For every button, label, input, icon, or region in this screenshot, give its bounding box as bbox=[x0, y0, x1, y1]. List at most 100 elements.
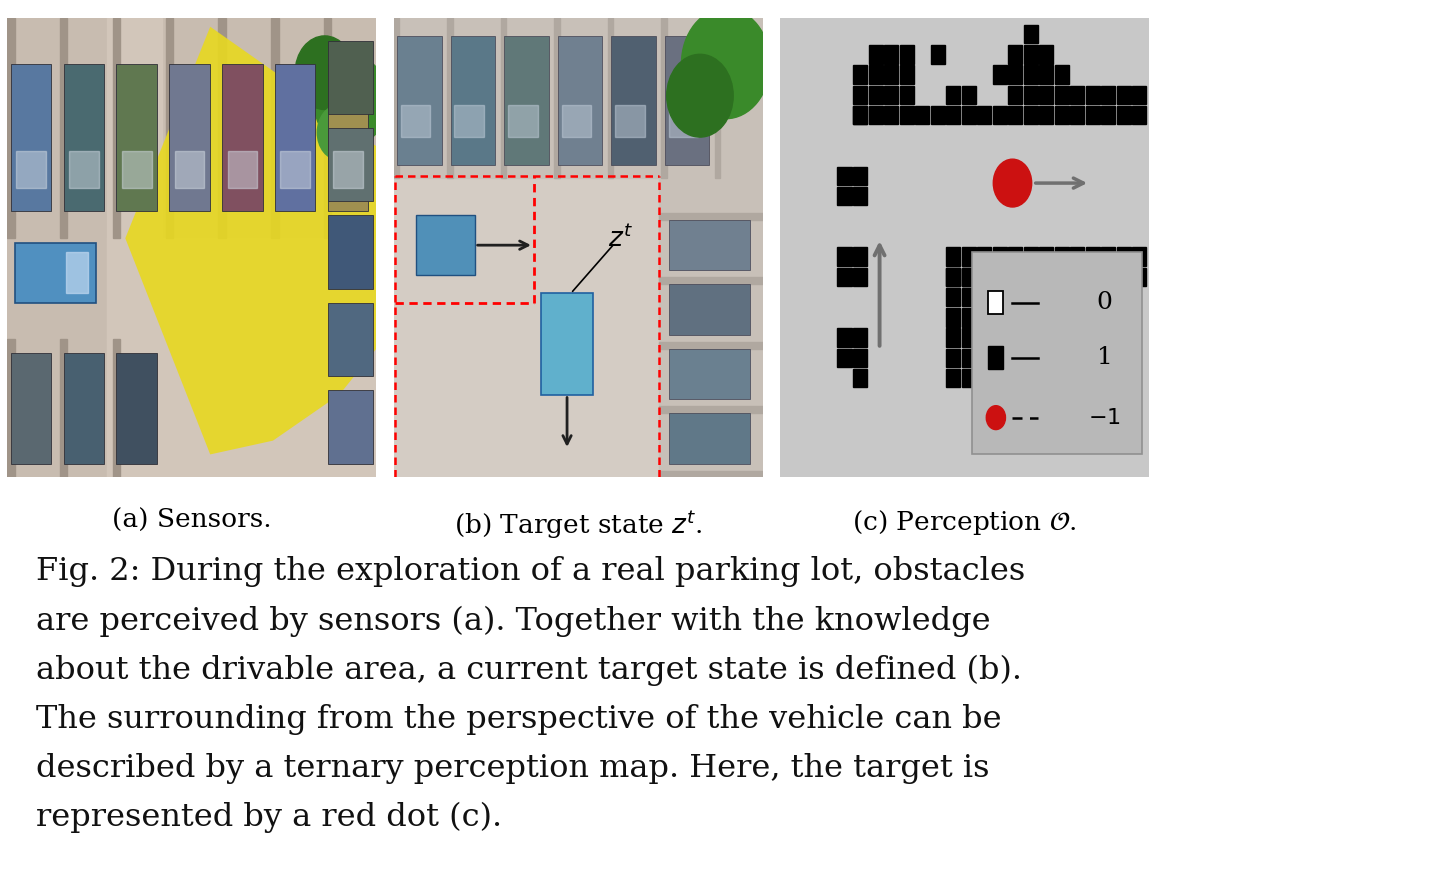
Bar bbox=[977, 248, 992, 266]
Bar bbox=[7, 339, 14, 477]
Bar bbox=[1086, 268, 1099, 286]
Bar bbox=[962, 248, 976, 266]
Bar bbox=[962, 86, 976, 104]
Bar bbox=[930, 46, 944, 64]
Bar bbox=[1100, 248, 1115, 266]
Circle shape bbox=[295, 36, 355, 110]
Bar bbox=[1070, 86, 1085, 104]
Bar bbox=[270, 18, 279, 238]
Bar bbox=[116, 64, 157, 211]
Bar bbox=[401, 105, 431, 138]
Bar bbox=[1116, 106, 1130, 124]
Bar bbox=[837, 268, 851, 286]
Bar bbox=[60, 339, 67, 477]
Bar bbox=[869, 86, 883, 104]
Bar bbox=[853, 86, 867, 104]
Bar bbox=[1039, 248, 1053, 266]
Circle shape bbox=[667, 54, 733, 137]
Bar bbox=[394, 18, 763, 179]
Bar bbox=[328, 302, 372, 377]
Bar bbox=[977, 268, 992, 286]
Bar bbox=[16, 151, 46, 187]
Bar bbox=[900, 46, 913, 64]
Bar bbox=[993, 268, 1006, 286]
Bar bbox=[946, 328, 960, 347]
Bar bbox=[853, 328, 867, 347]
Bar bbox=[977, 106, 992, 124]
Bar bbox=[660, 213, 763, 220]
Bar bbox=[660, 406, 763, 413]
Bar bbox=[853, 166, 867, 185]
Bar bbox=[611, 36, 655, 165]
Bar bbox=[541, 293, 592, 394]
Bar bbox=[501, 18, 507, 179]
Bar bbox=[853, 248, 867, 266]
Bar bbox=[1055, 106, 1069, 124]
Bar bbox=[275, 64, 315, 211]
Bar bbox=[69, 151, 99, 187]
Bar bbox=[508, 105, 538, 138]
Bar bbox=[853, 369, 867, 387]
Bar bbox=[946, 106, 960, 124]
Bar bbox=[63, 353, 104, 463]
Bar bbox=[869, 106, 883, 124]
Bar bbox=[962, 349, 976, 367]
Bar bbox=[169, 64, 210, 211]
Bar bbox=[1055, 248, 1069, 266]
Bar bbox=[1116, 248, 1130, 266]
Bar bbox=[930, 106, 944, 124]
Bar bbox=[962, 308, 976, 327]
Bar bbox=[328, 40, 372, 114]
Bar bbox=[1132, 86, 1146, 104]
Bar bbox=[1007, 46, 1022, 64]
Bar bbox=[1039, 86, 1053, 104]
Bar bbox=[1070, 248, 1085, 266]
Bar bbox=[451, 36, 495, 165]
Bar bbox=[853, 268, 867, 286]
Bar bbox=[1023, 46, 1037, 64]
Bar bbox=[1116, 86, 1130, 104]
Bar bbox=[333, 151, 362, 187]
Bar bbox=[1055, 268, 1069, 286]
Bar bbox=[1086, 106, 1099, 124]
Bar bbox=[11, 64, 52, 211]
Bar bbox=[972, 252, 1142, 455]
Bar bbox=[668, 220, 750, 271]
Bar bbox=[837, 248, 851, 266]
Bar bbox=[837, 166, 851, 185]
Bar bbox=[228, 151, 258, 187]
Bar bbox=[853, 106, 867, 124]
Bar bbox=[884, 46, 899, 64]
Bar bbox=[504, 36, 548, 165]
Bar bbox=[1039, 66, 1053, 84]
Bar bbox=[837, 187, 851, 205]
Circle shape bbox=[993, 159, 1032, 207]
Bar bbox=[946, 86, 960, 104]
Bar bbox=[853, 187, 867, 205]
Bar bbox=[608, 18, 614, 179]
Text: 0: 0 bbox=[1096, 291, 1113, 314]
Bar bbox=[63, 64, 104, 211]
Bar bbox=[946, 288, 960, 307]
Bar bbox=[962, 328, 976, 347]
Bar bbox=[989, 346, 1003, 370]
Bar bbox=[1039, 106, 1053, 124]
Bar bbox=[1007, 268, 1022, 286]
Bar bbox=[107, 238, 376, 339]
Bar bbox=[668, 284, 750, 335]
Circle shape bbox=[681, 9, 770, 119]
Bar bbox=[946, 308, 960, 327]
Text: (b) Target state $z^t$.: (b) Target state $z^t$. bbox=[454, 508, 703, 540]
Bar bbox=[884, 86, 899, 104]
Bar bbox=[328, 64, 368, 211]
Bar bbox=[1132, 106, 1146, 124]
Bar bbox=[1132, 268, 1146, 286]
Bar bbox=[175, 151, 205, 187]
Bar bbox=[962, 268, 976, 286]
Bar bbox=[1086, 248, 1099, 266]
Bar bbox=[1100, 106, 1115, 124]
Bar bbox=[962, 268, 976, 286]
Bar bbox=[1039, 46, 1053, 64]
Bar bbox=[328, 215, 372, 289]
Bar bbox=[1070, 268, 1085, 286]
